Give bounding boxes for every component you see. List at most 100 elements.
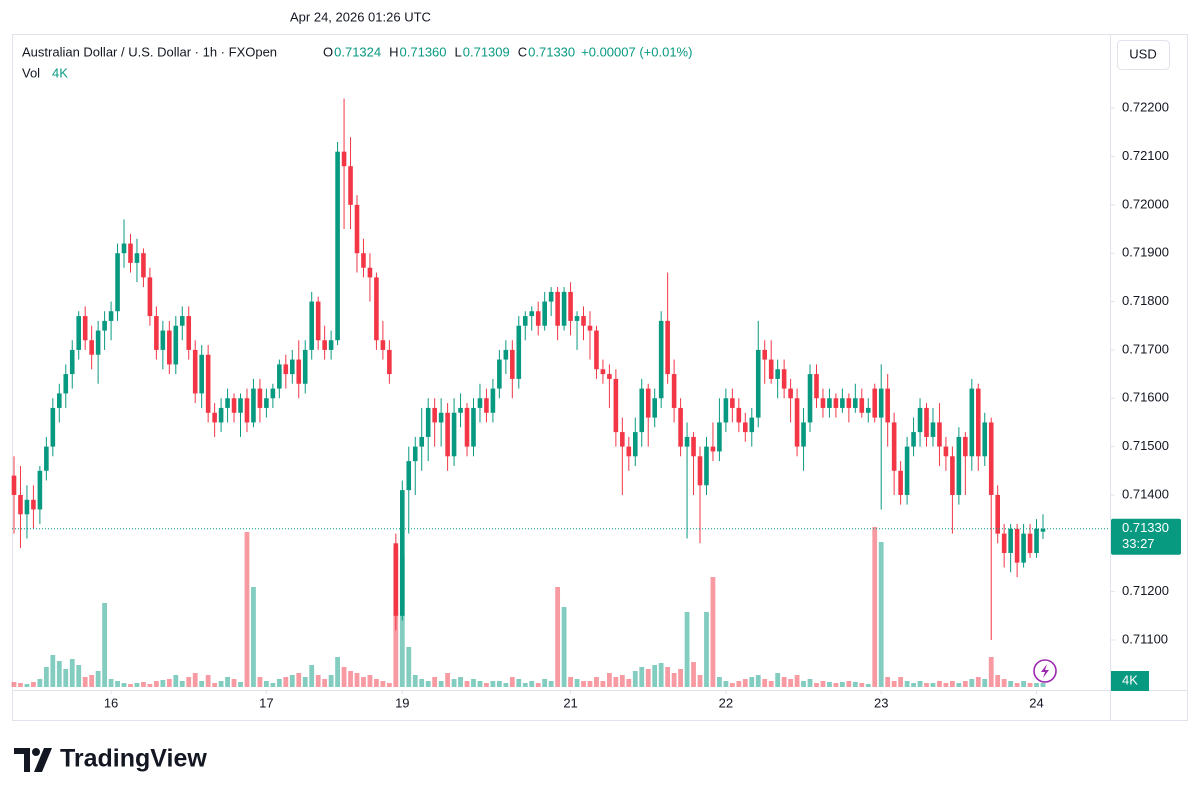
- candle-body: [69, 349, 75, 375]
- candle-body: [24, 499, 30, 515]
- candle-body: [917, 407, 923, 433]
- candle-body: [503, 349, 509, 360]
- candle-body: [18, 494, 23, 515]
- volume-bar: [153, 681, 159, 687]
- candle-body: [471, 407, 476, 447]
- volume-bar: [484, 683, 489, 687]
- volume-bar: [613, 677, 619, 687]
- x-tick-label: 16: [104, 695, 118, 710]
- candle-body: [270, 388, 276, 399]
- alert-icon[interactable]: [1033, 659, 1057, 683]
- candle-body: [128, 243, 133, 263]
- volume-bar: [335, 657, 340, 687]
- volume-bar: [238, 682, 243, 687]
- candle-body: [335, 151, 340, 341]
- volume-bar: [270, 683, 276, 687]
- volume-bar: [820, 681, 826, 687]
- volume-bar: [212, 683, 218, 687]
- volume-bar: [361, 677, 366, 687]
- volume-bar: [755, 675, 761, 687]
- candle-body: [691, 436, 696, 457]
- candle-body: [613, 378, 619, 433]
- candle-body: [1021, 533, 1026, 563]
- countdown: 33:27: [1122, 536, 1155, 551]
- candle-body: [898, 470, 903, 495]
- volume-bar: [50, 655, 56, 687]
- volume-bar: [852, 682, 858, 687]
- volume-bar: [134, 683, 140, 687]
- candle-body: [937, 422, 942, 447]
- candle-body: [594, 330, 599, 370]
- candle-body: [788, 388, 793, 399]
- y-tick-label: 0.72100: [1122, 148, 1169, 163]
- volume-bar: [762, 679, 768, 687]
- currency[interactable]: USD: [1129, 46, 1156, 61]
- currency-button[interactable]: [1117, 40, 1170, 70]
- candle-body: [302, 349, 308, 384]
- volume-bar: [315, 675, 321, 687]
- volume-bar: [652, 665, 658, 687]
- volume-bar: [341, 667, 347, 687]
- candle-body: [762, 349, 768, 360]
- volume-bar: [24, 684, 30, 687]
- candle-body: [173, 325, 179, 365]
- ohlc-key: H: [389, 44, 398, 59]
- volume-bar: [522, 683, 528, 687]
- volume-bar: [11, 682, 17, 687]
- volume-bar: [43, 667, 49, 687]
- candle-body: [574, 316, 580, 321]
- volume-bar: [289, 675, 295, 687]
- volume-bar: [283, 677, 289, 687]
- volume-bar: [962, 681, 968, 687]
- candle-body: [730, 398, 735, 408]
- candle-body: [1040, 528, 1046, 532]
- candle-body: [775, 369, 780, 379]
- volume-bar: [263, 681, 269, 687]
- volume-bar: [568, 677, 573, 687]
- candle-body: [374, 277, 379, 341]
- candle-body: [710, 446, 716, 452]
- candle-body: [179, 316, 185, 326]
- volume-bar: [218, 681, 224, 687]
- volume-bar: [348, 671, 353, 687]
- y-tick-label: 0.71500: [1122, 438, 1169, 453]
- candle-body: [639, 388, 645, 433]
- volume-bar: [1014, 683, 1020, 687]
- volume-bar: [723, 681, 729, 687]
- volume-bar: [1008, 681, 1014, 687]
- candle-body: [218, 407, 224, 423]
- frame: [12, 34, 1188, 721]
- ohlc-key: L: [455, 44, 462, 59]
- volume-bar: [956, 683, 962, 687]
- y-tick-label: 0.72200: [1122, 100, 1169, 115]
- volume-bar: [898, 677, 904, 687]
- candle-body: [238, 398, 243, 413]
- volume-bar: [704, 612, 709, 687]
- candle-body: [82, 316, 88, 341]
- volume-bar: [386, 683, 392, 687]
- candle-body: [102, 320, 107, 331]
- volume-bar: [678, 669, 683, 687]
- candle-body: [322, 340, 327, 350]
- volume-bar: [31, 682, 36, 687]
- volume-bar: [937, 681, 942, 687]
- volume-bar: [477, 681, 483, 687]
- volume-bar: [742, 679, 748, 687]
- candle-body: [160, 330, 166, 350]
- volume-bar: [645, 669, 651, 687]
- volume-bar: [600, 681, 606, 687]
- volume-bar: [296, 673, 302, 687]
- volume-bar: [697, 675, 703, 687]
- volume-bar: [626, 679, 632, 687]
- volume-bar: [451, 679, 457, 687]
- candle-body: [387, 349, 392, 375]
- logo-mark: [14, 748, 30, 772]
- volume-bar: [199, 681, 205, 687]
- y-tick-label: 0.71400: [1122, 486, 1169, 501]
- candle-body: [522, 316, 528, 326]
- candle-body: [995, 494, 1000, 534]
- candle-body: [846, 398, 852, 408]
- volume-bar: [814, 683, 819, 687]
